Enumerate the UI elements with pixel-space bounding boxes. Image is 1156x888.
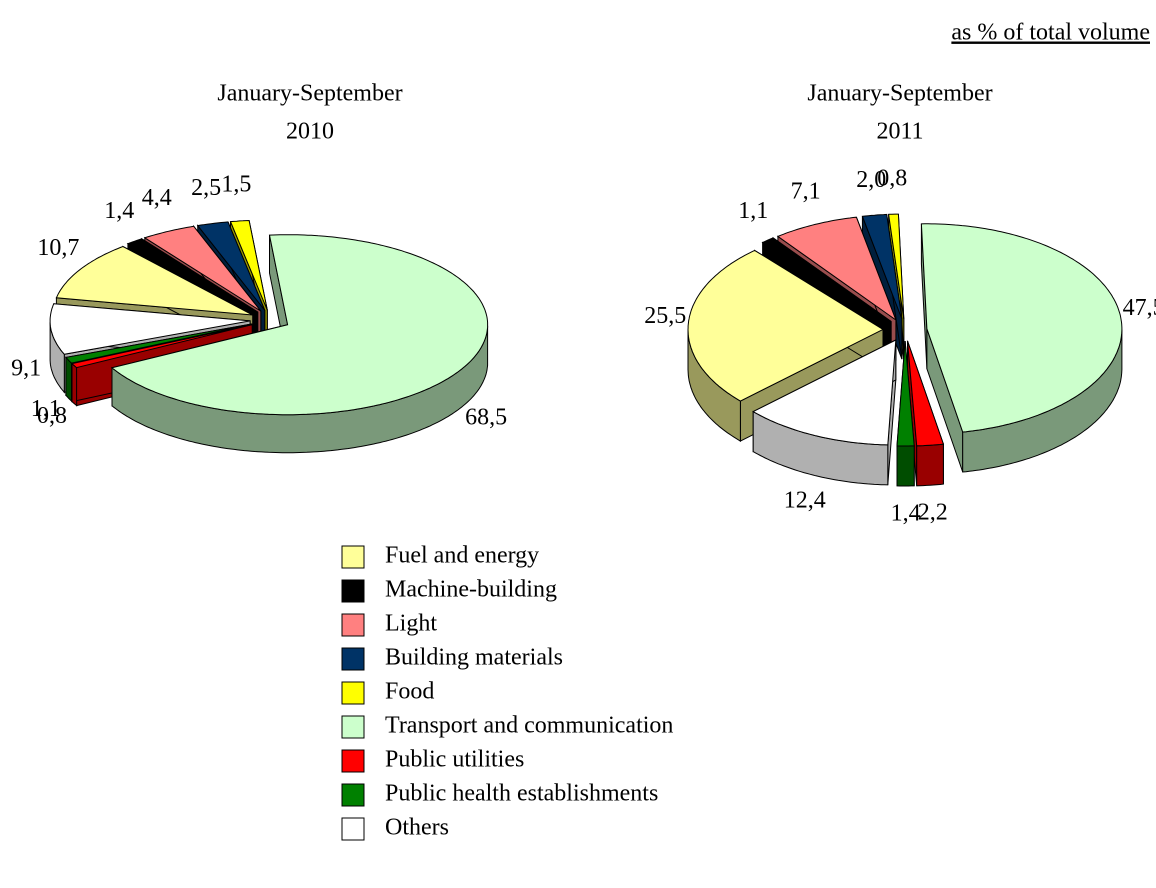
legend-label: Transport and communication — [385, 713, 673, 739]
slice-top — [229, 219, 268, 311]
data-label: 10,7 — [37, 235, 79, 261]
data-label: 68,5 — [465, 405, 507, 431]
slice-side — [896, 445, 915, 487]
data-label: 9,1 — [11, 356, 41, 382]
data-label: 1,5 — [221, 172, 251, 198]
pie-slice — [896, 340, 915, 487]
legend-swatch — [341, 579, 365, 603]
data-label: 1,4 — [104, 198, 134, 224]
legend-label: Machine-building — [385, 577, 557, 603]
slice-top — [49, 303, 251, 355]
data-label: 2,5 — [191, 175, 221, 201]
data-label: 0,8 — [37, 403, 67, 429]
data-label: 2,2 — [918, 500, 948, 526]
slice-top — [888, 213, 905, 320]
data-label: 1,1 — [31, 396, 61, 422]
slice-top — [907, 340, 945, 447]
slice-top — [687, 249, 885, 402]
slice-top — [55, 245, 253, 316]
legend-label: Others — [385, 815, 449, 841]
legend-label: Fuel and energy — [385, 543, 539, 569]
legend-swatch — [341, 613, 365, 637]
pie-slice — [110, 234, 489, 454]
slice-top — [196, 221, 266, 311]
pie-slice — [752, 339, 897, 486]
slice-side — [71, 362, 78, 407]
slice-side — [916, 443, 944, 487]
slice-top — [776, 216, 897, 322]
legend-swatch — [341, 681, 365, 705]
legend-swatch — [341, 715, 365, 739]
data-label: 12,4 — [784, 487, 826, 513]
legend-label: Food — [385, 679, 434, 705]
chart-title: January-September — [807, 81, 992, 107]
legend-swatch — [341, 817, 365, 841]
data-label: 7,1 — [791, 179, 821, 205]
slice-side — [65, 356, 72, 403]
pie-slice — [920, 223, 1123, 473]
legend-label: Public health establishments — [385, 781, 658, 807]
slice-top — [896, 340, 915, 447]
legend-swatch — [341, 749, 365, 773]
legend-label: Public utilities — [385, 747, 524, 773]
data-label: 0,8 — [877, 166, 907, 192]
unit-label: as % of total volume — [951, 20, 1150, 46]
data-label: 47,5 — [1123, 295, 1156, 321]
slice-top — [861, 213, 903, 320]
slice-top — [143, 225, 262, 312]
slice-top — [70, 324, 253, 369]
data-label: 1,1 — [738, 198, 768, 224]
legend-label: Building materials — [385, 645, 563, 671]
chart-subtitle: 2011 — [876, 119, 923, 145]
slice-top — [761, 237, 892, 322]
legend-swatch — [341, 545, 365, 569]
data-label: 1,4 — [891, 500, 921, 526]
chart-subtitle: 2010 — [286, 119, 334, 145]
data-label: 4,4 — [142, 185, 172, 211]
chart-title: January-September — [217, 81, 402, 107]
slice-top — [752, 339, 897, 446]
data-label: 25,5 — [644, 303, 686, 329]
slice-top — [126, 238, 258, 313]
slice-top — [920, 223, 1123, 433]
legend-swatch — [341, 647, 365, 671]
legend-swatch — [341, 783, 365, 807]
data-label: 2,0 — [856, 167, 886, 193]
legend-label: Light — [385, 611, 437, 637]
slice-top — [110, 234, 489, 416]
